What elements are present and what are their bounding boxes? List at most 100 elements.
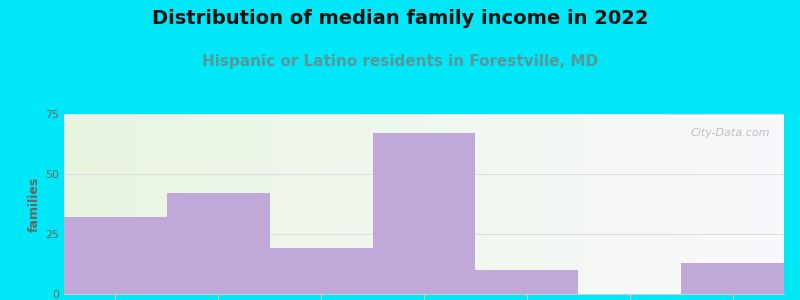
Bar: [122, 114, 129, 294]
Bar: [525, 114, 532, 294]
Text: Hispanic or Latino residents in Forestville, MD: Hispanic or Latino residents in Forestvi…: [202, 54, 598, 69]
Bar: [438, 114, 446, 294]
Bar: [129, 114, 136, 294]
Bar: [669, 114, 676, 294]
Bar: [280, 114, 287, 294]
Bar: [762, 114, 770, 294]
Bar: [86, 114, 93, 294]
Bar: [475, 270, 578, 294]
Bar: [316, 114, 323, 294]
Bar: [777, 114, 784, 294]
Bar: [489, 114, 496, 294]
Bar: [402, 114, 410, 294]
Bar: [568, 114, 575, 294]
Bar: [424, 114, 431, 294]
Bar: [107, 114, 114, 294]
Bar: [690, 114, 698, 294]
Bar: [539, 114, 546, 294]
Bar: [345, 114, 352, 294]
Bar: [474, 114, 482, 294]
Bar: [582, 114, 590, 294]
Bar: [71, 114, 78, 294]
Bar: [712, 114, 719, 294]
Bar: [503, 114, 510, 294]
Bar: [719, 114, 726, 294]
Bar: [741, 114, 748, 294]
Text: Distribution of median family income in 2022: Distribution of median family income in …: [152, 9, 648, 28]
Bar: [186, 114, 194, 294]
Bar: [251, 114, 258, 294]
Bar: [64, 114, 71, 294]
Bar: [64, 217, 167, 294]
Bar: [681, 263, 784, 294]
Bar: [208, 114, 215, 294]
Bar: [374, 114, 381, 294]
Text: City-Data.com: City-Data.com: [690, 128, 770, 138]
Bar: [359, 114, 366, 294]
Bar: [597, 114, 604, 294]
Bar: [647, 114, 654, 294]
Bar: [167, 193, 270, 294]
Bar: [460, 114, 467, 294]
Bar: [309, 114, 316, 294]
Bar: [302, 114, 309, 294]
Bar: [417, 114, 424, 294]
Y-axis label: families: families: [28, 176, 41, 232]
Bar: [510, 114, 518, 294]
Bar: [770, 114, 777, 294]
Bar: [143, 114, 150, 294]
Bar: [330, 114, 338, 294]
Bar: [431, 114, 438, 294]
Bar: [266, 114, 273, 294]
Bar: [654, 114, 662, 294]
Bar: [676, 114, 683, 294]
Bar: [467, 114, 474, 294]
Bar: [388, 114, 395, 294]
Bar: [590, 114, 597, 294]
Bar: [518, 114, 525, 294]
Bar: [734, 114, 741, 294]
Bar: [323, 114, 330, 294]
Bar: [482, 114, 489, 294]
Bar: [100, 114, 107, 294]
Bar: [78, 114, 86, 294]
Bar: [575, 114, 582, 294]
Bar: [287, 114, 294, 294]
Bar: [446, 114, 453, 294]
Bar: [554, 114, 561, 294]
Bar: [532, 114, 539, 294]
Bar: [150, 114, 158, 294]
Bar: [662, 114, 669, 294]
Bar: [215, 114, 222, 294]
Bar: [683, 114, 690, 294]
Bar: [158, 114, 165, 294]
Bar: [270, 248, 373, 294]
Bar: [726, 114, 734, 294]
Bar: [453, 114, 460, 294]
Bar: [352, 114, 359, 294]
Bar: [618, 114, 626, 294]
Bar: [338, 114, 345, 294]
Bar: [626, 114, 633, 294]
Bar: [93, 114, 100, 294]
Bar: [273, 114, 280, 294]
Bar: [244, 114, 251, 294]
Bar: [201, 114, 208, 294]
Bar: [640, 114, 647, 294]
Bar: [172, 114, 179, 294]
Bar: [237, 114, 244, 294]
Bar: [748, 114, 755, 294]
Bar: [496, 114, 503, 294]
Bar: [705, 114, 712, 294]
Bar: [755, 114, 762, 294]
Bar: [410, 114, 417, 294]
Bar: [294, 114, 302, 294]
Bar: [373, 133, 475, 294]
Bar: [165, 114, 172, 294]
Bar: [395, 114, 402, 294]
Bar: [114, 114, 122, 294]
Bar: [230, 114, 237, 294]
Bar: [546, 114, 554, 294]
Bar: [194, 114, 201, 294]
Bar: [258, 114, 266, 294]
